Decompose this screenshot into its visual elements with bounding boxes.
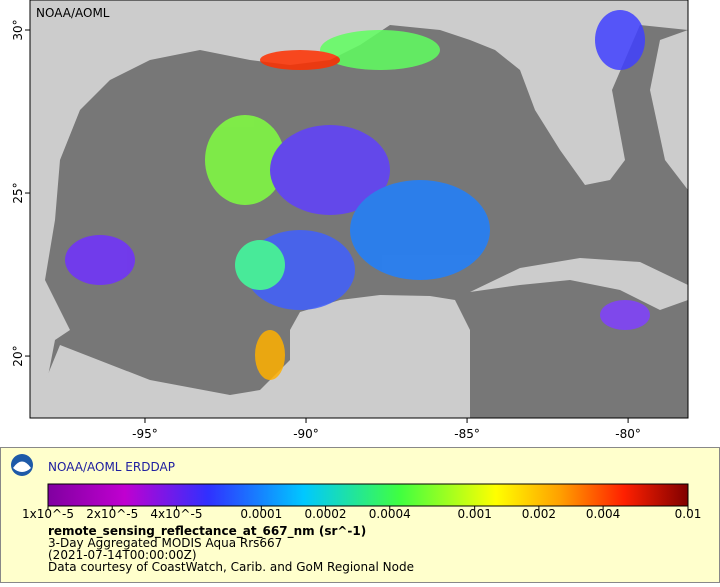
noaa-logo-bird (13, 461, 31, 472)
legend-heading: NOAA/AOML ERDDAP (48, 460, 175, 474)
x-tick-label: -85° (454, 427, 480, 441)
land (290, 295, 470, 418)
y-tick-label: 30° (11, 19, 25, 40)
colorbar-tick-label: 1x10^-5 (22, 507, 74, 521)
corner-label: NOAA/AOML (36, 6, 110, 20)
colorbar-tick-label: 4x10^-5 (150, 507, 202, 521)
x-tick-label: -95° (132, 427, 158, 441)
map-frame (29, 0, 689, 419)
axes: -95° -90° -85° -80° 20° 25° 30° (11, 19, 641, 441)
legend-panel (0, 447, 720, 583)
colorbar-tick-label: 0.0004 (369, 507, 411, 521)
x-tick-label: -80° (615, 427, 641, 441)
y-tick-label: 25° (11, 182, 25, 203)
land (650, 0, 688, 190)
map (30, 0, 688, 418)
colorbar-tick-label: 0.004 (586, 507, 620, 521)
colorbar-tick-label: 0.0002 (305, 507, 347, 521)
dataset-name: 3-Day Aggregated MODIS Aqua Rrs667 (48, 536, 282, 550)
land (30, 345, 290, 418)
colorbar-tick-label: 0.002 (522, 507, 556, 521)
variable-name: remote_sensing_reflectance_at_667_nm (sr… (48, 524, 366, 539)
x-tick-label: -90° (293, 427, 319, 441)
satellite-data (65, 10, 650, 380)
colorbar-tick-label: 0.0001 (240, 507, 282, 521)
time-label: (2021-07-14T00:00:00Z) (48, 548, 197, 562)
colorbar (47, 483, 689, 507)
colorbar-tick-label: 0.001 (457, 507, 491, 521)
credit: Data courtesy of CoastWatch, Carib. and … (48, 560, 414, 574)
y-tick-label: 20° (11, 345, 25, 366)
land (470, 258, 688, 310)
colorbar-ticks: 1x10^-5 2x10^-5 4x10^-5 0.0001 0.0002 0.0004 0… (22, 506, 701, 521)
colorbar-tick-label: 0.01 (675, 507, 702, 521)
colorbar-tick-label: 2x10^-5 (86, 507, 138, 521)
